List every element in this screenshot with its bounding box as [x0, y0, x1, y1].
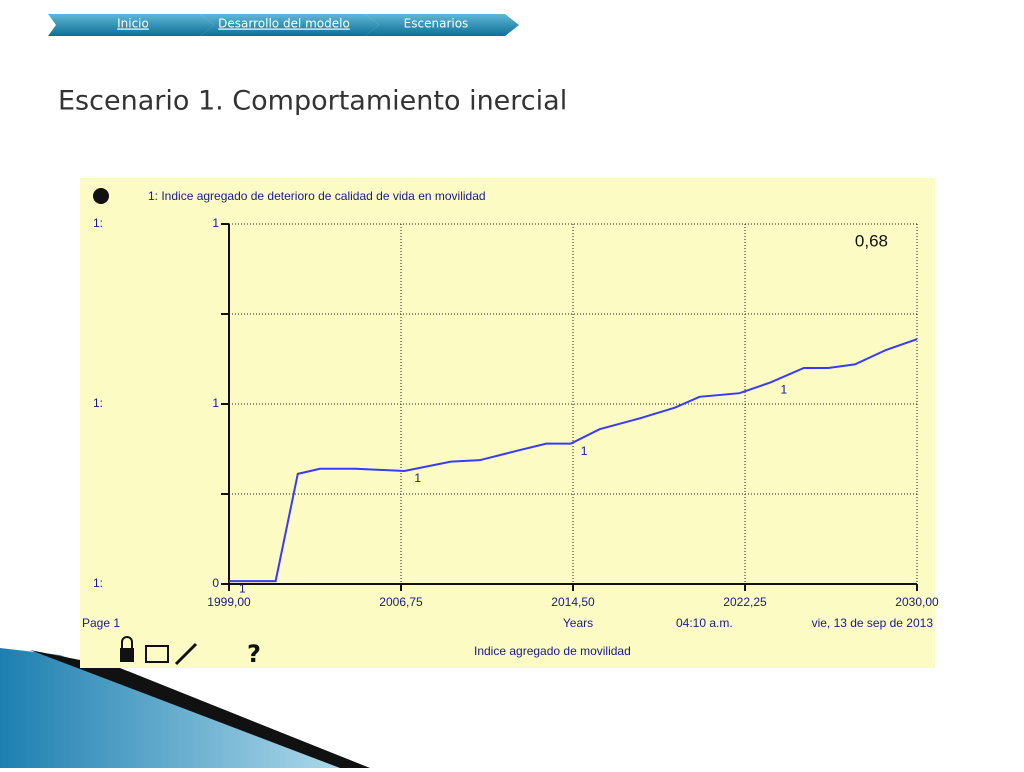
x-tick-label: 1999,00 [207, 595, 251, 609]
icon [93, 188, 109, 204]
axis-series-label: 1: [93, 396, 103, 410]
series-line [229, 338, 918, 583]
page-label: Page 1 [82, 616, 120, 630]
x-tick-label: 2006,75 [379, 595, 423, 609]
lock-shackle [121, 636, 133, 648]
nav-chevron [200, 14, 379, 36]
nav-chevron [365, 14, 519, 36]
x-tick-label: 2022,25 [723, 595, 767, 609]
nav-link[interactable]: Escenarios [404, 17, 469, 31]
chart-panel [80, 178, 935, 668]
decoration [30, 650, 370, 768]
axis-series-label: 1: [93, 576, 103, 590]
help-button[interactable]: ? [247, 640, 261, 668]
y-tick-label: 0 [212, 576, 219, 590]
line-marker: 1 [239, 581, 246, 595]
chart: 1: Indice agregado de deterioro de calid… [82, 189, 939, 668]
nav-chevron [48, 14, 214, 36]
nav-link[interactable]: Inicio [117, 17, 149, 31]
line-marker: 1 [781, 383, 788, 397]
date-label: vie, 13 de sep de 2013 [812, 616, 934, 630]
nav-link[interactable]: Desarrollo del modelo [218, 17, 350, 31]
print-icon[interactable] [145, 645, 169, 663]
x-tick-label: 2030,00 [895, 595, 939, 609]
line-marker: 1 [414, 471, 421, 485]
lock-icon[interactable] [120, 648, 134, 662]
wand-icon[interactable] [174, 642, 198, 666]
axis-series-label: 1: [93, 216, 103, 230]
footer: Indice agregado de movilidad [474, 644, 631, 658]
line-marker: 1 [581, 444, 588, 458]
nav-bar: Inicio Desarrollo del modelo Escenarios [48, 14, 519, 36]
x-axis-label: Years [563, 616, 593, 630]
slide-title: Escenario 1. Comportamiento inercial [58, 86, 567, 117]
y-tick-label: 1 [212, 396, 219, 410]
time-label: 04:10 a.m. [676, 616, 733, 630]
series-name: 1: Indice agregado de deterioro de calid… [148, 189, 486, 203]
y-tick-label: 1 [212, 216, 219, 230]
x-tick-label: 2014,50 [551, 595, 595, 609]
toolbar [120, 636, 198, 666]
annotation: 0,68 [855, 231, 888, 250]
